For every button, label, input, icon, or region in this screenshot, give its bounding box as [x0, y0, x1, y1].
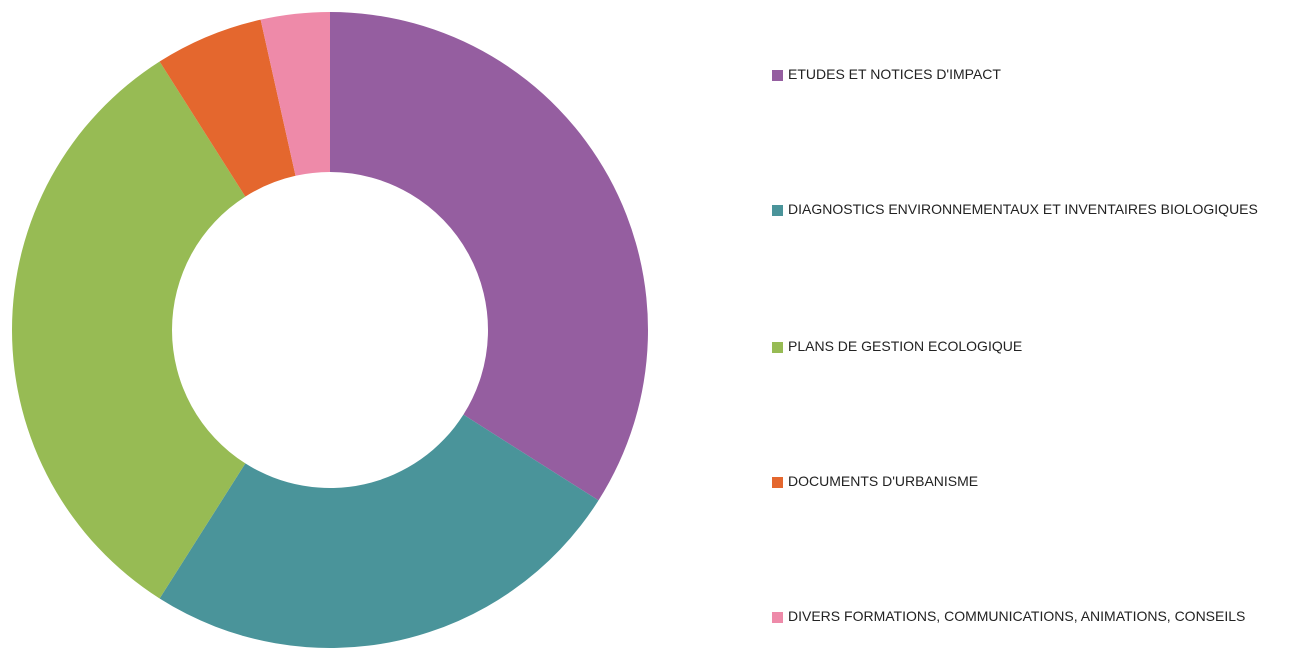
- legend-label: PLANS DE GESTION ECOLOGIQUE: [788, 338, 1023, 354]
- legend-swatch: [772, 342, 783, 353]
- legend-swatch: [772, 70, 783, 81]
- donut-slice: [159, 414, 599, 648]
- legend-swatch: [772, 477, 783, 488]
- donut-slice: [11, 61, 246, 599]
- legend-swatch: [772, 205, 783, 216]
- legend-item: PLANS DE GESTION ECOLOGIQUE: [772, 338, 1268, 359]
- legend-label: DOCUMENTS D'URBANISME: [788, 473, 979, 489]
- legend-label: ETUDES ET NOTICES D'IMPACT: [788, 66, 1001, 82]
- legend-swatch: [772, 612, 783, 623]
- legend-item: DIAGNOSTICS ENVIRONNEMENTAUX ET INVENTAI…: [772, 201, 1268, 222]
- donut-slice: [159, 19, 296, 197]
- legend-label: DIAGNOSTICS ENVIRONNEMENTAUX ET INVENTAI…: [788, 201, 1258, 217]
- legend-item: DIVERS FORMATIONS, COMMUNICATIONS, ANIMA…: [772, 608, 1268, 629]
- legend-item: DOCUMENTS D'URBANISME: [772, 473, 1268, 494]
- donut-slice: [330, 12, 648, 501]
- donut-slice: [260, 12, 330, 176]
- legend-item: ETUDES ET NOTICES D'IMPACT: [772, 66, 1268, 87]
- legend-label: DIVERS FORMATIONS, COMMUNICATIONS, ANIMA…: [788, 608, 1246, 624]
